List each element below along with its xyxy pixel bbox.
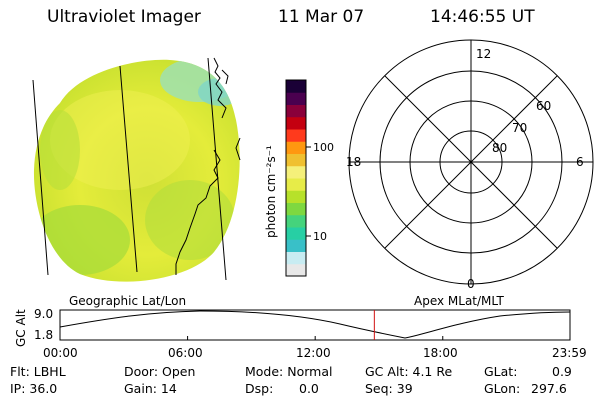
info-glat-label: GLat: xyxy=(484,364,518,379)
xtick-label-1800: 18:00 xyxy=(423,346,458,360)
info-glon-value: 297.6 xyxy=(531,381,567,396)
info-ip: IP: 36.0 xyxy=(10,381,58,396)
info-filter: Flt: LBHL xyxy=(10,364,66,379)
info-dsp-value: 0.0 xyxy=(299,381,319,396)
mlt-label-0: 0 xyxy=(467,277,475,291)
info-glon-label: GLon: xyxy=(484,381,521,396)
xtick-label-0000: 00:00 xyxy=(43,346,78,360)
colorbar-cell xyxy=(286,141,306,154)
colorbar-cell xyxy=(286,227,306,240)
timeline-left-title: Geographic Lat/Lon xyxy=(69,294,186,308)
xtick-label-2359: 23:59 xyxy=(552,346,587,360)
lat-label-70: 70 xyxy=(512,121,527,135)
info-gain: Gain: 14 xyxy=(124,381,177,396)
colorbar-tick-label-100: 100 xyxy=(313,141,334,154)
colorbar-cell xyxy=(286,263,306,277)
time-label: 14:46:55 UT xyxy=(430,7,535,27)
mlt-label-12: 12 xyxy=(476,47,491,61)
lat-label-80: 80 xyxy=(492,141,507,155)
xtick-label-1200: 12:00 xyxy=(296,346,331,360)
colorbar-cell xyxy=(286,104,306,118)
mlt-label-6: 6 xyxy=(576,155,584,169)
xtick-label-0600: 06:00 xyxy=(168,346,203,360)
colorbar-cell xyxy=(286,190,306,203)
colorbar-cell xyxy=(286,239,306,252)
info-mode: Mode: Normal xyxy=(245,364,333,379)
colorbar-cell xyxy=(286,153,306,167)
timeline-ylabel: GC Alt xyxy=(14,309,28,347)
info-door: Door: Open xyxy=(124,364,196,379)
colorbar-cell xyxy=(286,80,306,93)
info-glat-value: 0.9 xyxy=(552,364,572,379)
instrument-title: Ultraviolet Imager xyxy=(47,7,201,27)
colorbar-cell xyxy=(286,202,306,216)
timeline-right-title: Apex MLat/MLT xyxy=(414,294,504,308)
mlt-label-18: 18 xyxy=(346,155,361,169)
colorbar-cell xyxy=(286,214,306,228)
colorbar-tick-label-10: 10 xyxy=(313,230,327,243)
colorbar-cell xyxy=(286,116,306,130)
colorbar-cell xyxy=(286,251,306,265)
colorbar-cell xyxy=(286,129,306,142)
colorbar-cell xyxy=(286,92,306,105)
info-dsp-label: Dsp: xyxy=(245,381,274,396)
info-seq: Seq: 39 xyxy=(365,381,413,396)
lat-label-60: 60 xyxy=(536,99,551,113)
timeline-plot xyxy=(59,309,571,341)
timeline-ytick-bottom: 1.8 xyxy=(34,328,53,342)
colorbar-cell xyxy=(286,165,306,179)
info-gc-alt: GC Alt: 4.1 Re xyxy=(365,364,453,379)
date-label: 11 Mar 07 xyxy=(278,7,365,27)
timeline-ytick-top: 9.0 xyxy=(34,307,53,321)
polar-plot xyxy=(348,39,594,285)
colorbar-label: photon cm⁻²s⁻¹ xyxy=(264,145,278,238)
uv-disk-image xyxy=(32,57,241,282)
colorbar-cell xyxy=(286,178,306,191)
colorbar xyxy=(285,79,311,277)
